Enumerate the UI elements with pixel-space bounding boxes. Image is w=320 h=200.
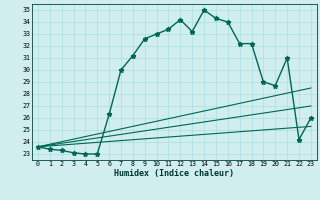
X-axis label: Humidex (Indice chaleur): Humidex (Indice chaleur) [115, 169, 234, 178]
